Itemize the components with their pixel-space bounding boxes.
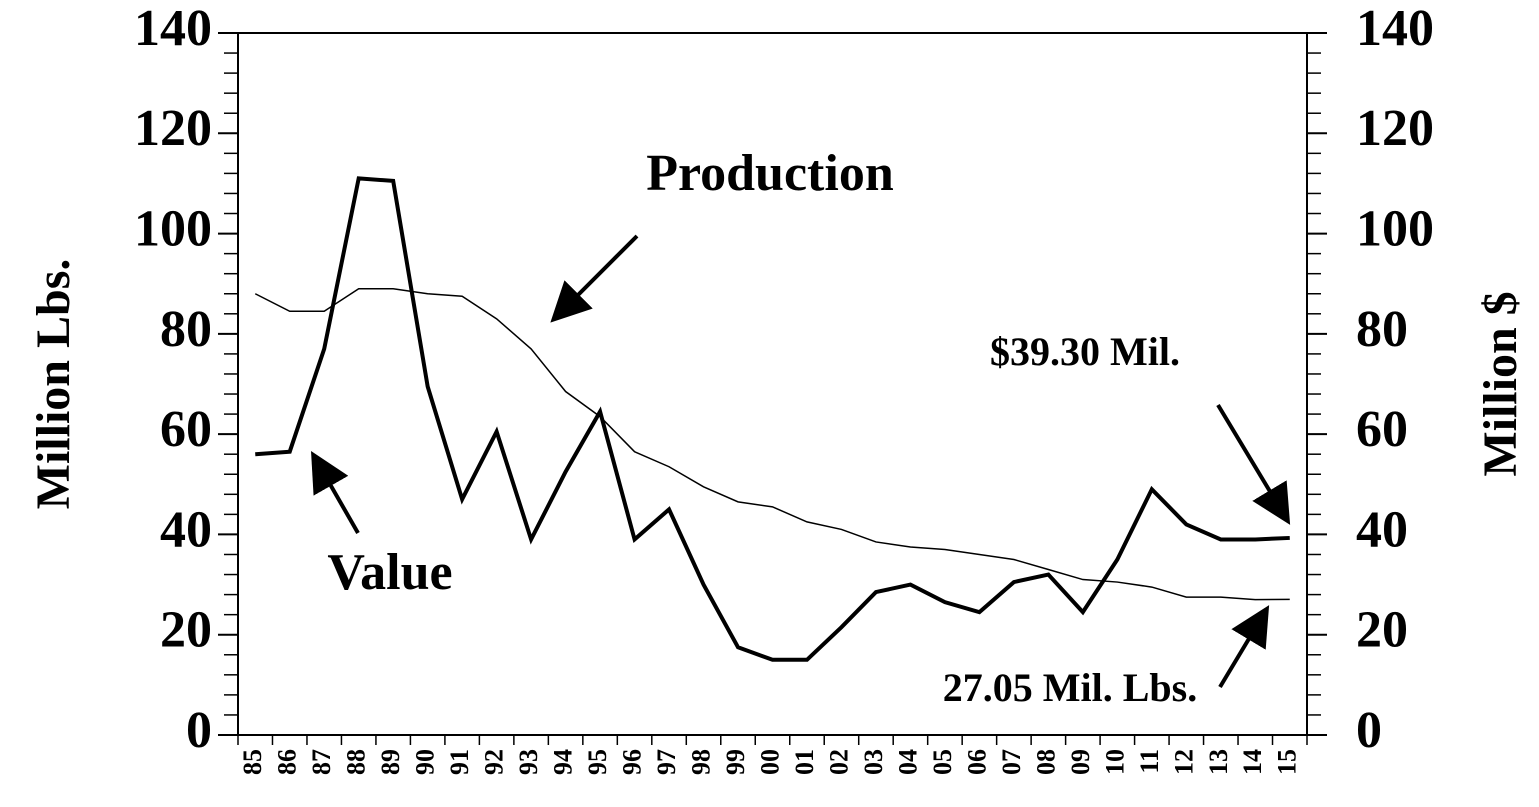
x-tick-label: 88 — [342, 749, 371, 775]
y2-tick-label: 100 — [1356, 201, 1434, 258]
x-tick-label: 11 — [1135, 749, 1164, 774]
x-tick-label: 98 — [687, 749, 716, 775]
y2-tick-label: 120 — [1356, 100, 1434, 157]
y-tick-label: 0 — [186, 702, 212, 759]
arrows — [311, 234, 1291, 689]
x-tick-label: 85 — [238, 749, 267, 775]
x-tick-label: 12 — [1169, 749, 1198, 775]
y2-tick-label: 60 — [1356, 401, 1408, 458]
y2-axis-label: Million $ — [1474, 291, 1527, 476]
y2-tick-label: 140 — [1356, 0, 1434, 57]
plot-frame — [237, 32, 1308, 736]
value-label: Value — [327, 544, 452, 601]
y-axis-label: Million Lbs. — [27, 259, 80, 510]
x-tick-label: 04 — [893, 749, 922, 775]
x-tick-label: 90 — [411, 749, 440, 775]
production-annotation: 27.05 Mil. Lbs. — [943, 665, 1197, 710]
y2-tick-label: 80 — [1356, 301, 1408, 358]
x-tick-label: 92 — [480, 749, 509, 775]
x-tick-label: 03 — [859, 749, 888, 775]
value-annotation: $39.30 Mil. — [990, 329, 1180, 374]
x-tick-label: 14 — [1238, 749, 1267, 775]
data-line — [255, 176, 1290, 662]
x-tick-label: 06 — [962, 749, 991, 775]
y2-tick-label: 20 — [1356, 602, 1408, 659]
x-tick-label: 99 — [721, 749, 750, 775]
data-line — [254, 287, 1290, 601]
y-tick-label: 40 — [160, 501, 212, 558]
y-tick-label: 100 — [134, 201, 212, 258]
y-tick-label: 140 — [134, 0, 212, 57]
y2-tick-label: 40 — [1356, 501, 1408, 558]
x-tick-label: 87 — [307, 749, 336, 775]
x-tick-label: 10 — [1100, 749, 1129, 775]
x-tick-label: 94 — [549, 749, 578, 775]
x-tick-label: 86 — [273, 749, 302, 775]
production-label: Production — [646, 145, 894, 202]
x-tick-label: 95 — [583, 749, 612, 775]
x-tick-label: 05 — [928, 749, 957, 775]
x-tick-label: 15 — [1273, 749, 1302, 775]
x-tick-label: 09 — [1066, 749, 1095, 775]
x-tick-label: 96 — [618, 749, 647, 775]
y-tick-label: 60 — [160, 401, 212, 458]
x-tick-label: 00 — [755, 749, 784, 775]
y-tick-label: 120 — [134, 100, 212, 157]
x-tick-label: 13 — [1204, 749, 1233, 775]
x-tick-label: 89 — [376, 749, 405, 775]
y-tick-label: 20 — [160, 602, 212, 659]
x-tick-label: 01 — [790, 749, 819, 775]
y2-tick-label: 0 — [1356, 702, 1382, 759]
x-tick-label: 93 — [514, 749, 543, 775]
x-tick-label: 02 — [824, 749, 853, 775]
x-tick-label: 97 — [652, 749, 681, 775]
x-tick-label: 08 — [1031, 749, 1060, 775]
x-tick-label: 07 — [997, 749, 1026, 775]
x-tick-label: 91 — [445, 749, 474, 775]
y-tick-label: 80 — [160, 301, 212, 358]
